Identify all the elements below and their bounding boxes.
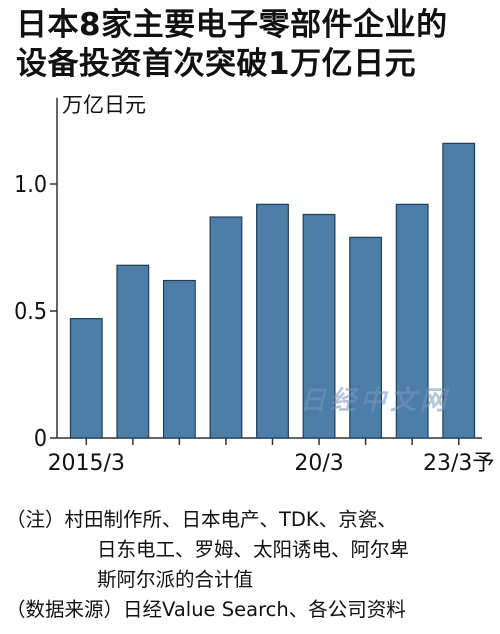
watermark: 日经中文网 xyxy=(300,386,451,416)
chart-bars xyxy=(69,142,476,439)
y-axis-unit-label: 万亿日元 xyxy=(62,93,146,117)
footnote-line-1: （注）村田制作所、日本电产、TDK、京瓷、 xyxy=(6,508,397,531)
bar xyxy=(162,279,196,439)
source-line: （数据来源）日经Value Search、各公司资料 xyxy=(6,598,406,621)
bar xyxy=(209,216,243,439)
x-tick-label: 20/3 xyxy=(294,451,343,476)
bar xyxy=(302,213,336,439)
bar xyxy=(256,203,289,439)
footnotes: （注）村田制作所、日本电产、TDK、京瓷、 日东电工、罗姆、太阳诱电、阿尔卑 斯… xyxy=(6,505,498,625)
chart-labels: 0 0.5 1.0 万亿日元 2015/3 20/3 23/3予 xyxy=(14,93,494,476)
y-tick-label: 1.0 xyxy=(14,172,47,198)
bar xyxy=(349,236,383,439)
y-tick-label: 0.5 xyxy=(14,299,47,325)
title-line-2: 设备投资首次突破1万亿日元 xyxy=(16,46,417,82)
chart-title: 日本8家主要电子零部件企业的 设备投资首次突破1万亿日元 xyxy=(16,6,496,84)
footnote-line-2: 日东电工、罗姆、太阳诱电、阿尔卑 xyxy=(97,538,410,561)
bar xyxy=(116,264,150,439)
y-tick-label: 0 xyxy=(34,426,47,452)
title-line-1: 日本8家主要电子零部件企业的 xyxy=(16,7,448,43)
bar xyxy=(395,203,429,439)
x-tick-label: 23/3予 xyxy=(423,451,494,476)
bar xyxy=(442,142,476,439)
footnote-line-3: 斯阿尔派的合计值 xyxy=(97,568,254,591)
bar xyxy=(69,318,103,439)
x-tick-label: 2015/3 xyxy=(48,451,125,476)
